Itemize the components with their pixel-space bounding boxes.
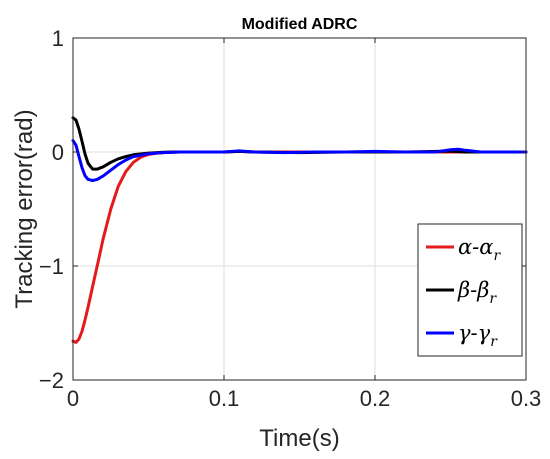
x-axis-label: Time(s) (259, 425, 339, 452)
y-axis-label: Tracking error(rad) (11, 109, 38, 308)
y-tick-label: −2 (39, 368, 64, 393)
series-layer (71, 116, 528, 344)
y-tick-label: 0 (52, 140, 64, 165)
axis-ticks: 0 0.1 0.2 0.3 −2 −1 0 1 (39, 26, 541, 411)
y-tick-label: −1 (39, 254, 64, 279)
x-tick-label: 0.1 (209, 386, 240, 411)
plot-frame (72, 37, 527, 381)
legend: α-αrβ-βrγ-γr (417, 223, 523, 357)
series-line-gamma (71, 139, 528, 182)
x-tick-label: 0.2 (360, 386, 391, 411)
legend-subscript: r (489, 291, 497, 307)
chart-title: Modified ADRC (242, 16, 358, 33)
legend-subscript: r (493, 248, 501, 264)
legend-subscript: r (490, 334, 498, 350)
x-tick-label: 0.3 (511, 386, 542, 411)
x-tick-label: 0 (67, 386, 79, 411)
y-tick-label: 1 (52, 26, 64, 51)
